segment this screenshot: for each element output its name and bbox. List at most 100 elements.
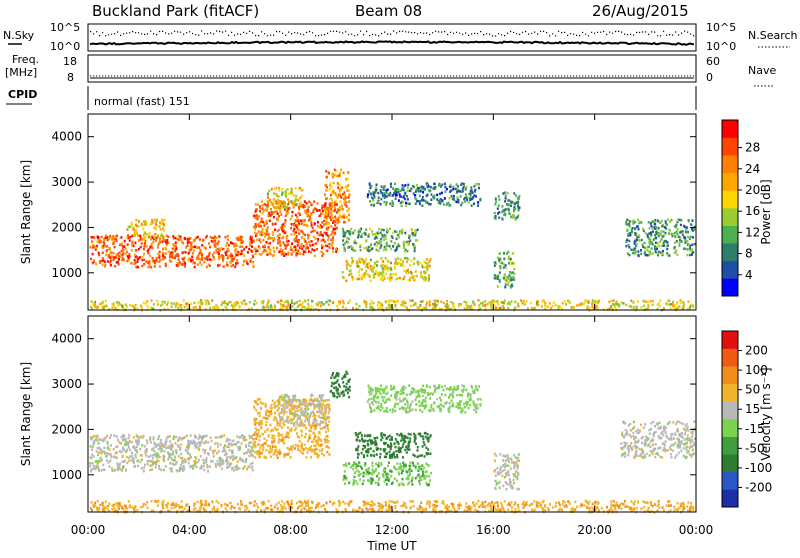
data-point (267, 305, 269, 308)
data-point (632, 227, 634, 230)
data-point (110, 264, 112, 267)
data-point (373, 194, 375, 197)
data-point (395, 446, 397, 449)
data-point (314, 448, 316, 451)
data-point (259, 210, 261, 213)
data-point (372, 233, 374, 236)
data-point (418, 467, 420, 470)
data-point (289, 409, 291, 412)
data-point (138, 225, 140, 228)
data-point (231, 242, 233, 245)
data-point (292, 204, 294, 207)
data-point (289, 201, 291, 204)
data-point (295, 249, 297, 252)
data-point (162, 445, 164, 448)
data-point (141, 223, 143, 226)
data-point (298, 232, 300, 235)
data-point (291, 188, 293, 191)
data-point (418, 480, 420, 483)
data-point (591, 305, 593, 308)
data-point (345, 280, 347, 283)
data-point (314, 435, 316, 438)
data-point (510, 279, 512, 282)
data-point (311, 305, 313, 308)
data-point (98, 467, 100, 470)
data-point (425, 463, 427, 466)
nsearch-label: N.Search (748, 29, 798, 42)
data-point (337, 375, 339, 378)
data-point (404, 449, 406, 452)
data-point (403, 265, 405, 268)
data-point (136, 307, 138, 310)
data-point (293, 302, 295, 305)
data-point (307, 215, 309, 218)
data-point (190, 237, 192, 240)
data-point (341, 392, 343, 395)
data-point (98, 442, 100, 445)
data-point (339, 214, 341, 217)
data-point (415, 270, 417, 273)
data-point (184, 265, 186, 268)
data-point (474, 304, 476, 307)
data-point (152, 457, 154, 460)
data-point (155, 462, 157, 465)
data-point (658, 245, 660, 248)
velocity-scatter (89, 371, 696, 514)
data-point (380, 191, 382, 194)
data-point (646, 249, 648, 252)
data-point (169, 453, 171, 456)
data-point (303, 233, 305, 236)
data-point (510, 258, 512, 261)
data-point (301, 442, 303, 445)
date-label: 26/Aug/2015 (592, 2, 689, 20)
data-point (449, 191, 451, 194)
data-point (156, 455, 158, 458)
data-point (400, 202, 402, 205)
data-point (290, 456, 292, 459)
data-point (662, 250, 664, 253)
data-point (144, 240, 146, 243)
data-point (371, 248, 373, 251)
data-point (293, 238, 295, 241)
data-point (113, 434, 115, 437)
data-point (90, 470, 92, 473)
data-point (114, 265, 116, 268)
y-tick-label: 4000 (51, 130, 82, 144)
data-point (276, 424, 278, 427)
data-point (676, 303, 678, 306)
data-point (338, 302, 340, 305)
data-point (324, 232, 326, 235)
data-point (417, 456, 419, 459)
data-point (410, 433, 412, 436)
data-point (490, 304, 492, 307)
data-point (406, 307, 408, 310)
data-point (232, 443, 234, 446)
data-point (429, 190, 431, 193)
data-point (199, 305, 201, 308)
data-point (162, 240, 164, 243)
data-point (128, 257, 130, 260)
data-point (389, 277, 391, 280)
data-point (346, 260, 348, 263)
data-point (274, 416, 276, 419)
data-point (146, 439, 148, 442)
data-point (236, 435, 238, 438)
data-point (171, 470, 173, 473)
data-point (393, 301, 395, 304)
data-point (160, 228, 162, 231)
data-point (279, 241, 281, 244)
data-point (468, 201, 470, 204)
data-point (682, 234, 684, 237)
data-point (122, 439, 124, 442)
data-point (344, 201, 346, 204)
data-point (306, 225, 308, 228)
data-point (103, 243, 105, 246)
data-point (400, 465, 402, 468)
data-point (310, 456, 312, 459)
data-point (273, 438, 275, 441)
data-point (648, 250, 650, 253)
data-point (133, 228, 135, 231)
data-point (209, 252, 211, 255)
data-point (234, 466, 236, 469)
data-point (684, 237, 686, 240)
